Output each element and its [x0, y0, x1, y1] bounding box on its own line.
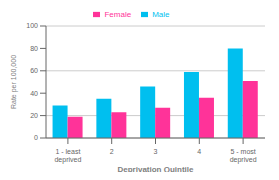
- html-text:Female: Female: [104, 10, 132, 19]
- svg-text:Deprivation Quintile: Deprivation Quintile: [117, 165, 194, 172]
- svg-text:20: 20: [30, 112, 38, 119]
- svg-text:5 - mostdeprived: 5 - mostdeprived: [230, 148, 257, 164]
- html-text:Male: Male: [152, 10, 170, 19]
- svg-text:60: 60: [30, 67, 38, 74]
- svg-text:40: 40: [30, 90, 38, 97]
- svg-text:4: 4: [197, 148, 201, 155]
- svg-text:80: 80: [30, 45, 38, 52]
- svg-text:1 - leastdeprived: 1 - leastdeprived: [54, 148, 81, 164]
- svg-text:2: 2: [110, 148, 114, 155]
- svg-text:3: 3: [154, 148, 158, 155]
- svg-text:100: 100: [26, 22, 38, 29]
- svg-text:0: 0: [34, 134, 38, 141]
- svg-text:Rate per 100,000: Rate per 100,000: [10, 55, 18, 109]
